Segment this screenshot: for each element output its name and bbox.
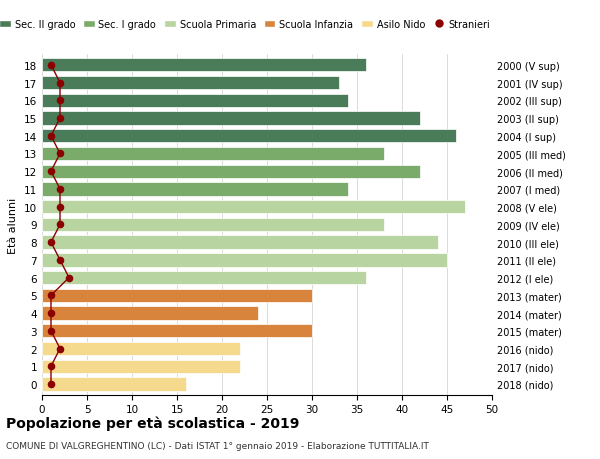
Text: Popolazione per età scolastica - 2019: Popolazione per età scolastica - 2019	[6, 415, 299, 430]
Bar	[42, 271, 366, 285]
Bar	[42, 342, 240, 355]
Point	[46, 381, 56, 388]
Bar	[42, 112, 420, 125]
Bar	[42, 289, 312, 302]
Bar	[42, 130, 456, 143]
Point	[55, 186, 65, 193]
Text: COMUNE DI VALGREGHENTINO (LC) - Dati ISTAT 1° gennaio 2019 - Elaborazione TUTTIT: COMUNE DI VALGREGHENTINO (LC) - Dati IST…	[6, 441, 429, 450]
Point	[46, 62, 56, 69]
Bar	[42, 77, 339, 90]
Point	[46, 310, 56, 317]
Point	[55, 257, 65, 264]
Point	[55, 203, 65, 211]
Bar	[42, 147, 384, 161]
Point	[46, 292, 56, 299]
Point	[55, 151, 65, 158]
Bar	[42, 325, 312, 338]
Bar	[42, 377, 186, 391]
Point	[46, 133, 56, 140]
Bar	[42, 307, 258, 320]
Bar	[42, 360, 240, 373]
Point	[46, 239, 56, 246]
Bar	[42, 95, 348, 108]
Legend: Sec. II grado, Sec. I grado, Scuola Primaria, Scuola Infanzia, Asilo Nido, Stran: Sec. II grado, Sec. I grado, Scuola Prim…	[0, 16, 494, 34]
Y-axis label: Età alunni: Età alunni	[8, 197, 19, 253]
Bar	[42, 201, 465, 214]
Bar	[42, 254, 447, 267]
Point	[55, 115, 65, 123]
Point	[55, 221, 65, 229]
Point	[46, 327, 56, 335]
Point	[55, 345, 65, 353]
Bar	[42, 236, 438, 249]
Bar	[42, 59, 366, 73]
Bar	[42, 218, 384, 231]
Point	[46, 168, 56, 175]
Point	[46, 363, 56, 370]
Point	[55, 80, 65, 87]
Point	[64, 274, 74, 282]
Bar	[42, 183, 348, 196]
Point	[55, 97, 65, 105]
Bar	[42, 165, 420, 179]
